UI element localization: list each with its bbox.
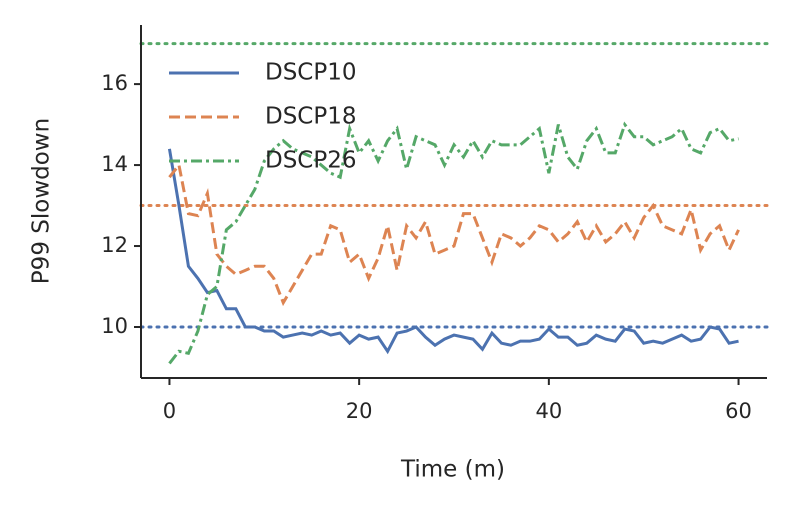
x-tick-label: 20 [346, 399, 373, 423]
legend-label: DSCP10 [265, 60, 357, 86]
y-axis-label: P99 Slowdown [29, 118, 55, 284]
series-line [168, 121, 739, 365]
y-tick-label: 14 [101, 152, 128, 176]
y-tick-label: 16 [101, 71, 128, 95]
x-axis-label: Time (m) [400, 457, 505, 483]
x-tick-label: 0 [163, 399, 176, 423]
series-line [167, 148, 739, 355]
y-tick-label: 12 [101, 233, 128, 257]
y-tick-label: 10 [101, 314, 128, 338]
x-tick-label: 40 [535, 399, 562, 423]
legend-label: DSCP26 [265, 148, 357, 174]
series-line [168, 161, 740, 307]
legend-label: DSCP18 [265, 104, 357, 130]
x-tick-label: 60 [725, 399, 752, 423]
